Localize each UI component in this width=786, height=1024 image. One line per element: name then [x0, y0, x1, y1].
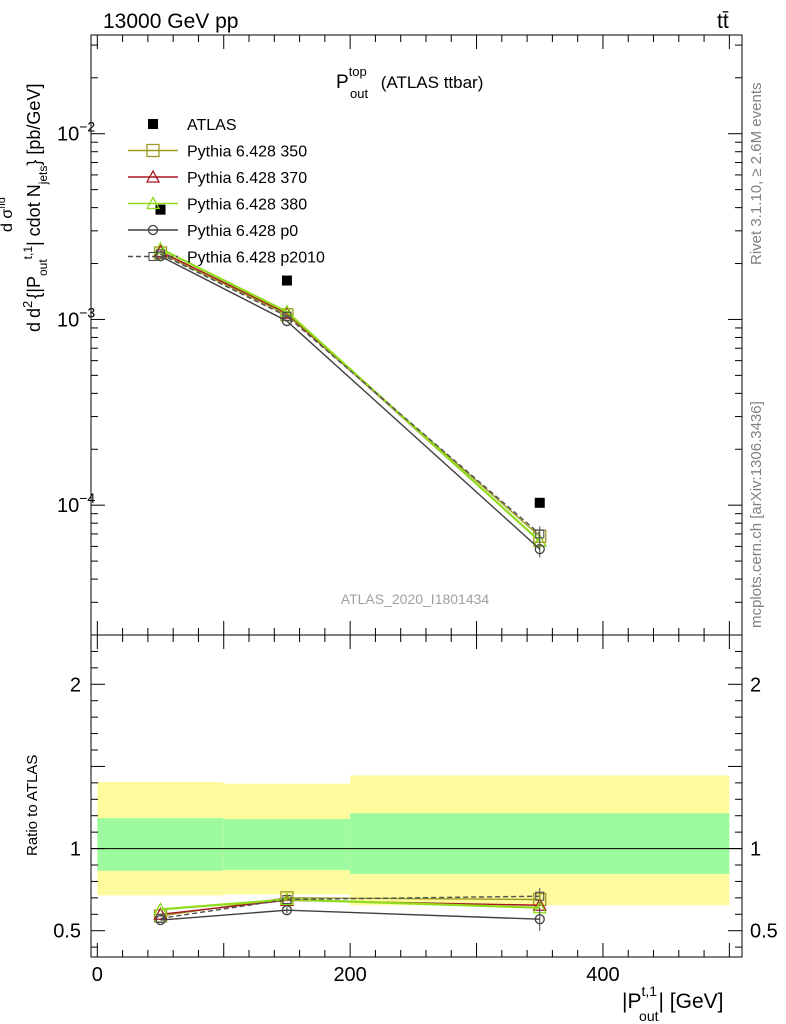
- ratio-x-tick-label: 400: [586, 964, 619, 986]
- ratio-y-tick-label: 2: [70, 674, 81, 696]
- main-y-tick-label: 10−2: [57, 119, 95, 146]
- ratio-band-inner: [223, 819, 351, 870]
- series-line-p0: [160, 255, 541, 550]
- header-left-label: 13000 GeV pp: [103, 10, 238, 33]
- ratio-x-tick-label: 200: [333, 964, 366, 986]
- side-text-mcplots: mcplots.cern.ch [arXiv:1306.3436]: [748, 401, 765, 628]
- legend-label-p0: Pythia 6.428 p0: [187, 223, 298, 240]
- series-line-p350: [160, 252, 541, 537]
- legend-marker-p370: [145, 169, 161, 183]
- legend-marker-p350: [146, 143, 160, 158]
- header-right-label: tt̄: [717, 10, 729, 33]
- ratio-frame: [90, 634, 743, 958]
- legend-marker-p0: [147, 224, 159, 236]
- ratio-y-tick-label: 0.5: [53, 921, 81, 943]
- ratio-y-tick-label-right: 1: [750, 839, 761, 861]
- ratio-line-p2010: [160, 895, 540, 920]
- main-ylabel: dd2{|Poutt,1| cdot Njets} [pb/GeV]: [20, 84, 50, 332]
- data-point-p2010: [282, 311, 292, 321]
- main-y-tick-label: 10−3: [57, 304, 95, 331]
- ratio-ylabel: Ratio to ATLAS: [24, 755, 41, 856]
- ratio-band-inner: [97, 818, 224, 871]
- ratio-line-p0: [160, 909, 540, 921]
- title-suffix: (ATLAS ttbar): [376, 73, 483, 92]
- title-main: P: [336, 72, 349, 93]
- legend-label-ATLAS: ATLAS: [187, 117, 237, 134]
- analysis-watermark: ATLAS_2020_I1801434: [341, 591, 490, 607]
- title-sub: out: [350, 86, 368, 101]
- main-y-tick-label: 10−4: [57, 490, 95, 517]
- xlabel: |Pt,1 out| [GeV]: [622, 983, 724, 1024]
- legend-label-p380: Pythia 6.428 380: [187, 197, 307, 214]
- data-point-ATLAS: [534, 497, 545, 508]
- data-point-p380: [153, 241, 168, 255]
- series-line-p2010: [160, 253, 541, 535]
- data-point-ATLAS: [281, 275, 292, 286]
- ratio-point-p2010: [155, 913, 166, 923]
- main-ylabel-numerator: d σfid: [0, 197, 16, 232]
- ratio-y-tick-label-right: 2: [750, 674, 761, 696]
- legend-marker-ATLAS: [148, 119, 158, 129]
- side-text-rivet: Rivet 3.1.10, ≥ 2.6M events: [748, 83, 765, 266]
- ratio-x-tick-label: 0: [92, 964, 103, 986]
- ratio-point-p0: [281, 905, 293, 916]
- legend-marker-p380: [145, 196, 161, 210]
- legend: ATLAS Pythia 6.428 350 Pythia 6.428 370 Pyt…: [128, 117, 325, 267]
- ratio-band-inner: [350, 813, 730, 875]
- legend-label-p2010: Pythia 6.428 p2010: [187, 250, 325, 267]
- ratio-y-tick-label: 1: [70, 839, 81, 861]
- legend-marker-p2010: [148, 251, 158, 262]
- title-sup: top: [349, 64, 367, 79]
- legend-label-p370: Pythia 6.428 370: [187, 170, 307, 187]
- data-point-ATLAS: [155, 204, 166, 215]
- legend-label-p350: Pythia 6.428 350: [187, 144, 307, 161]
- ratio-y-tick-label-right: 0.5: [750, 921, 778, 943]
- plot-title: Ptop out (ATLAS ttbar): [336, 64, 483, 101]
